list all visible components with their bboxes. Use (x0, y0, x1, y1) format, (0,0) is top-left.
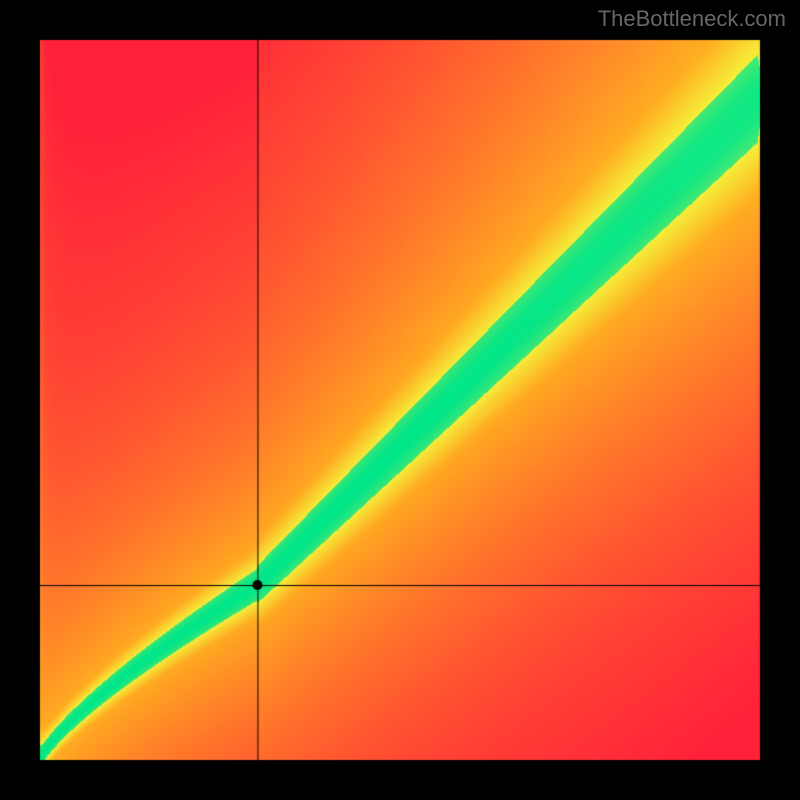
bottleneck-heatmap (0, 0, 800, 800)
watermark-text: TheBottleneck.com (598, 6, 786, 32)
chart-container: TheBottleneck.com (0, 0, 800, 800)
